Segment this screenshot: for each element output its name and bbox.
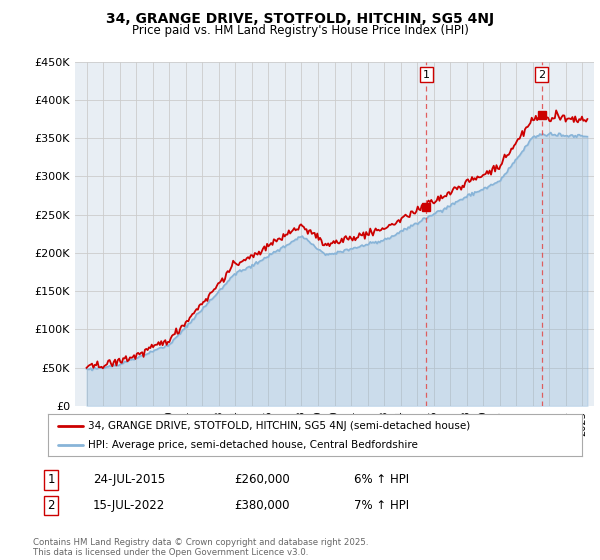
- Text: £380,000: £380,000: [234, 499, 290, 512]
- Text: 15-JUL-2022: 15-JUL-2022: [93, 499, 165, 512]
- Text: 1: 1: [423, 69, 430, 80]
- Text: 34, GRANGE DRIVE, STOTFOLD, HITCHIN, SG5 4NJ: 34, GRANGE DRIVE, STOTFOLD, HITCHIN, SG5…: [106, 12, 494, 26]
- Text: 2: 2: [47, 499, 55, 512]
- Text: 6% ↑ HPI: 6% ↑ HPI: [354, 473, 409, 487]
- Text: Contains HM Land Registry data © Crown copyright and database right 2025.
This d: Contains HM Land Registry data © Crown c…: [33, 538, 368, 557]
- Text: £260,000: £260,000: [234, 473, 290, 487]
- Text: Price paid vs. HM Land Registry's House Price Index (HPI): Price paid vs. HM Land Registry's House …: [131, 24, 469, 36]
- Text: 7% ↑ HPI: 7% ↑ HPI: [354, 499, 409, 512]
- Text: 34, GRANGE DRIVE, STOTFOLD, HITCHIN, SG5 4NJ (semi-detached house): 34, GRANGE DRIVE, STOTFOLD, HITCHIN, SG5…: [88, 421, 470, 431]
- Text: 1: 1: [47, 473, 55, 487]
- Text: 2: 2: [538, 69, 545, 80]
- Text: HPI: Average price, semi-detached house, Central Bedfordshire: HPI: Average price, semi-detached house,…: [88, 440, 418, 450]
- Text: 24-JUL-2015: 24-JUL-2015: [93, 473, 165, 487]
